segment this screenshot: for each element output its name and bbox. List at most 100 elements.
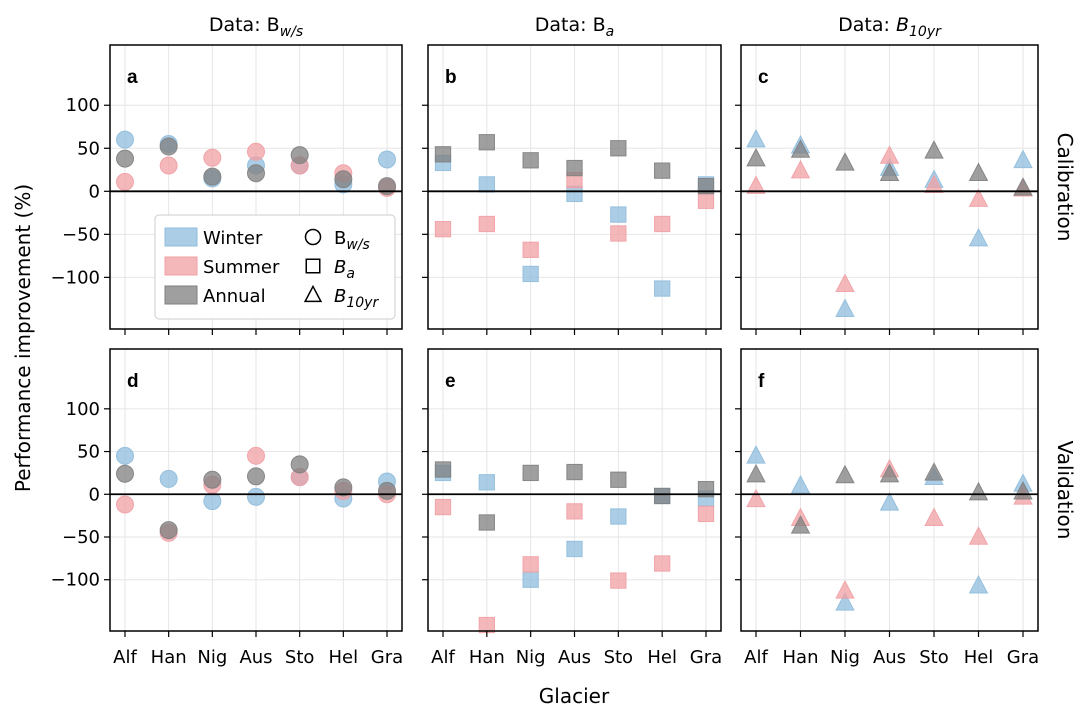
point-c-winter-Hel: [968, 227, 989, 247]
legend-box: [154, 214, 396, 320]
point-d-winter-Han: [159, 469, 178, 488]
point-c-annual-Nig: [835, 152, 855, 171]
point-e-winter-Nig: [522, 571, 539, 588]
point-d-annual-Sto: [290, 455, 309, 474]
point-f-annual-Alf: [746, 463, 766, 483]
column-title-subscript: 10yr: [909, 24, 942, 40]
point-f-winter-Han: [790, 474, 811, 494]
point-f-winter-Alf: [746, 445, 766, 464]
point-d-winter-Aus: [247, 487, 265, 506]
ytick-label: 100: [66, 95, 100, 116]
legend-swatch-summer: [164, 256, 198, 276]
point-b-annual-Han: [478, 134, 495, 151]
point-d-annual-Aus: [247, 467, 265, 486]
point-a-winter-Gra: [378, 150, 396, 169]
ytick-label: −50: [62, 527, 100, 548]
xtick-label: Sto: [285, 647, 315, 668]
point-b-summer-Hel: [654, 215, 671, 233]
point-f-summer-Hel: [968, 526, 989, 545]
point-d-annual-Nig: [203, 470, 222, 489]
point-f-annual-Han: [790, 515, 811, 534]
point-a-winter-Alf: [116, 130, 134, 149]
legend-marker-main: B: [334, 286, 346, 307]
legend-marker-subscript: a: [346, 266, 355, 282]
panel-label-d: d: [127, 371, 139, 392]
xtick-label: Sto: [919, 647, 949, 668]
ytick-label: 0: [89, 484, 100, 505]
legend-marker-main: B: [334, 257, 346, 278]
ytick-label: 0: [89, 181, 100, 202]
point-e-summer-Alf: [434, 498, 452, 516]
grid-layer: [110, 45, 1038, 631]
xtick-label: Nig: [197, 647, 227, 668]
xtick-label: Han: [469, 647, 505, 668]
point-f-annual-Aus: [879, 463, 900, 483]
xtick-label: Nig: [516, 647, 546, 668]
xtick-label: Hel: [329, 647, 359, 668]
legend-marker-main: B: [334, 228, 346, 249]
legend-swatch-winter: [164, 227, 198, 247]
legend-label-annual: Annual: [203, 286, 266, 307]
panel-label-e: e: [445, 371, 456, 392]
row-label-calibration: Calibration: [1053, 133, 1075, 242]
column-title-subscript: w/s: [280, 24, 303, 40]
point-e-summer-Gra: [697, 505, 715, 523]
column-title-main: B: [593, 14, 606, 36]
point-b-annual-Nig: [522, 152, 539, 169]
point-a-annual-Han: [159, 137, 178, 156]
point-f-summer-Nig: [835, 580, 855, 599]
y-axis-label: Performance improvement (%): [11, 184, 35, 492]
point-a-summer-Aus: [247, 142, 265, 161]
column-title-main: B: [896, 14, 909, 36]
text-layer: −100 −50 0 50 100 a b c −100 −50 0 50 100 Alf Han Nig Au…: [11, 14, 1075, 708]
point-b-summer-Han: [478, 215, 495, 233]
point-a-summer-Alf: [116, 172, 134, 191]
point-c-summer-Han: [790, 159, 811, 179]
xtick-label: Han: [151, 647, 187, 668]
point-b-annual-Aus: [566, 159, 583, 177]
point-f-annual-Hel: [968, 481, 989, 501]
xtick-label: Han: [783, 647, 819, 668]
point-e-annual-Gra: [697, 480, 715, 498]
panel-label-a: a: [127, 67, 138, 88]
legend-marker-circle: [304, 228, 322, 246]
point-e-annual-Aus: [566, 463, 583, 481]
point-f-annual-Nig: [835, 464, 855, 484]
ytick-label: −100: [51, 267, 100, 288]
xtick-label: Aus: [239, 647, 272, 668]
panel-label-c: c: [758, 67, 769, 88]
x-axis-label: Glacier: [539, 684, 610, 708]
point-e-summer-Hel: [654, 555, 671, 572]
point-b-winter-Sto: [610, 206, 627, 223]
xtick-label: Sto: [604, 647, 634, 668]
legend-label-summer: Summer: [203, 257, 280, 278]
column-title-main: B: [267, 14, 280, 36]
point-b-winter-Hel: [654, 280, 671, 297]
point-b-summer-Alf: [434, 221, 452, 238]
point-e-winter-Aus: [566, 540, 583, 558]
point-f-winter-Aus: [879, 492, 900, 511]
point-c-annual-Sto: [924, 140, 944, 159]
point-c-summer-Nig: [835, 273, 855, 293]
xtick-label: Alf: [113, 647, 137, 668]
point-e-summer-Sto: [610, 572, 627, 589]
point-d-annual-Han: [159, 521, 178, 540]
legend-marker-subscript: 10yr: [346, 295, 379, 311]
point-e-annual-Alf: [434, 461, 452, 478]
point-c-summer-Hel: [968, 188, 989, 207]
legend-swatch-annual: [164, 285, 198, 305]
panel-label-b: b: [445, 67, 457, 88]
point-a-annual-Sto: [290, 146, 309, 165]
column-title-prefix: Data:: [535, 14, 593, 36]
point-d-annual-Alf: [116, 464, 134, 483]
point-d-annual-Hel: [334, 478, 353, 497]
column-title-1: Data: Bw/s: [209, 14, 303, 40]
column-title-3: Data: B10yr: [838, 14, 942, 40]
point-b-winter-Nig: [522, 265, 539, 283]
point-b-summer-Nig: [522, 241, 539, 258]
legend-marker-label-triangle: B10yr: [334, 286, 379, 311]
point-b-annual-Hel: [654, 162, 671, 179]
point-e-winter-Sto: [610, 508, 627, 525]
point-f-annual-Sto: [924, 462, 944, 481]
